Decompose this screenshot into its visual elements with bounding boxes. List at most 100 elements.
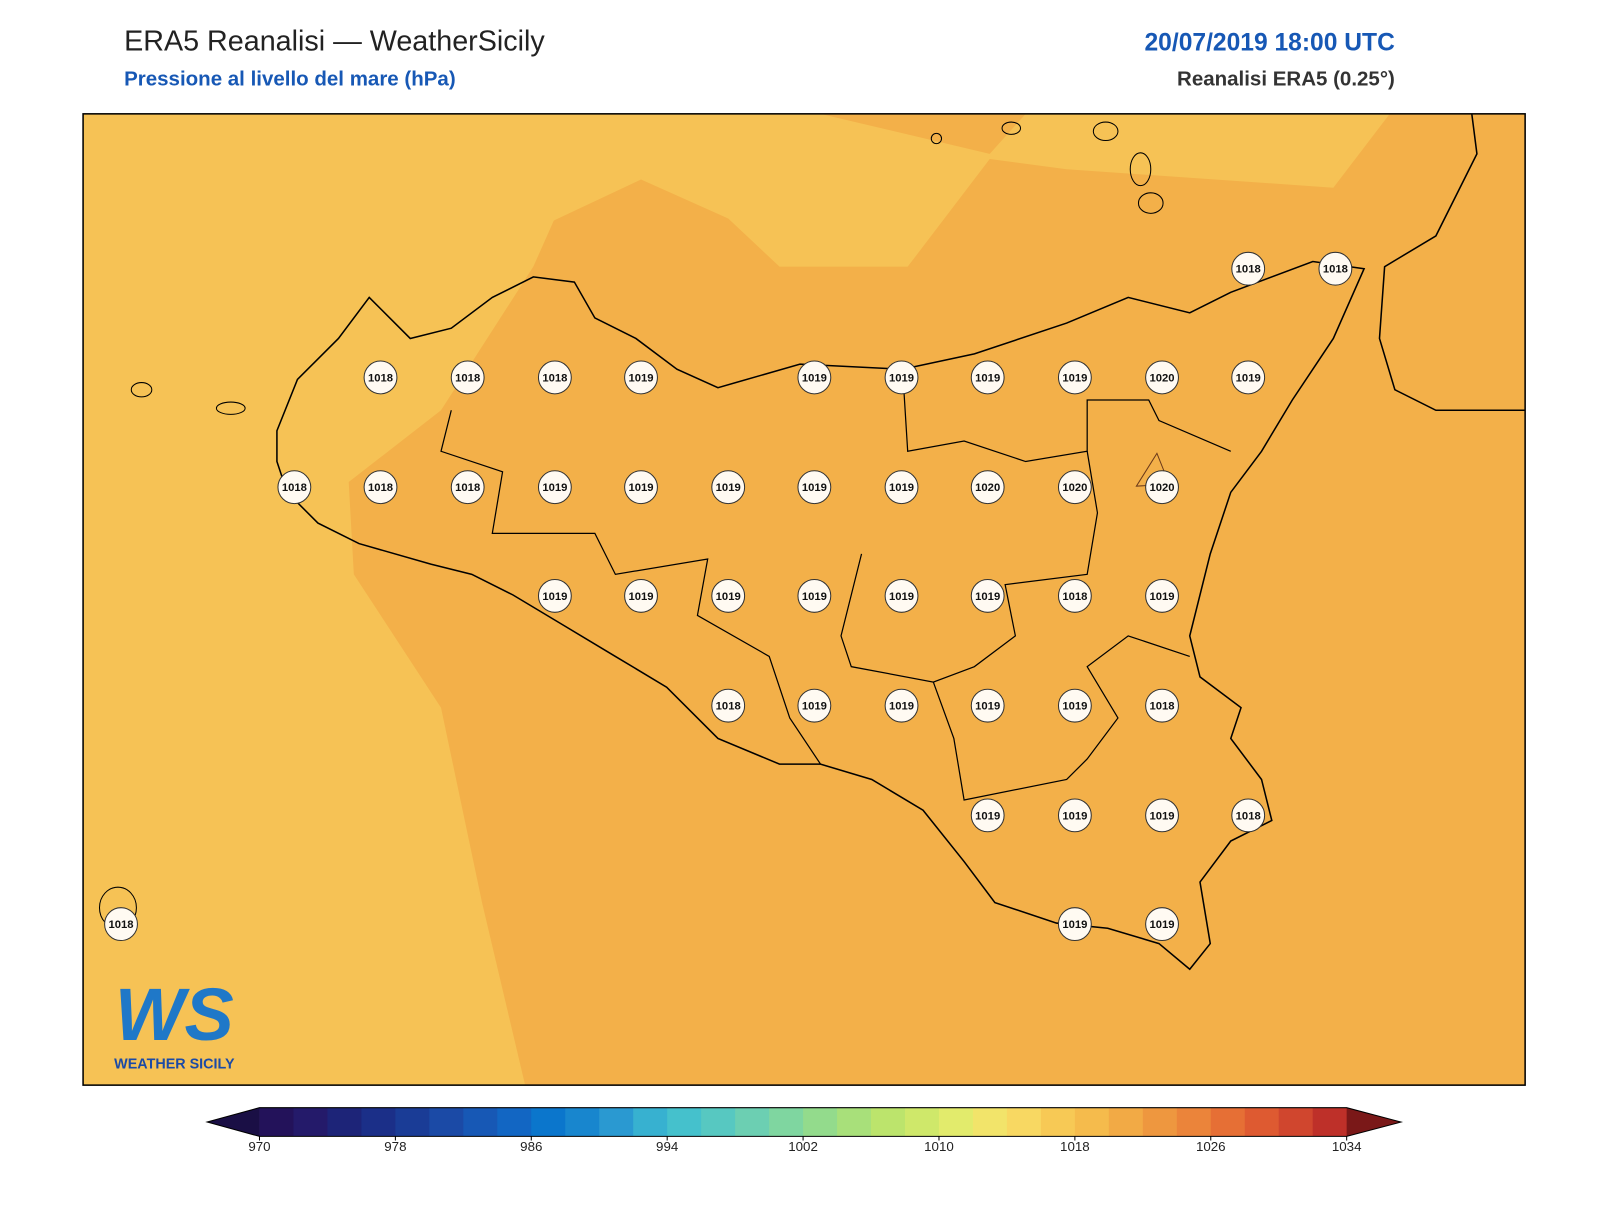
station-value: 1020 bbox=[975, 482, 1000, 494]
colorbar-tick-label: 1026 bbox=[1196, 1139, 1226, 1154]
station-value: 1019 bbox=[975, 810, 1000, 822]
station-marker bbox=[624, 470, 658, 505]
province-borders bbox=[440, 410, 822, 765]
colorbar-segment bbox=[1312, 1107, 1348, 1137]
station-marker bbox=[1145, 798, 1179, 833]
station-value: 1019 bbox=[1150, 810, 1175, 822]
island bbox=[1092, 121, 1119, 142]
station-value: 1019 bbox=[1062, 701, 1087, 713]
colorbar-segment bbox=[1040, 1107, 1076, 1137]
station-marker bbox=[797, 360, 832, 395]
map-frame bbox=[82, 113, 1526, 1086]
station-marker bbox=[884, 688, 919, 723]
calabria-coast bbox=[1378, 113, 1526, 412]
colorbar-segment bbox=[667, 1107, 702, 1137]
station-value: 1020 bbox=[1150, 482, 1175, 494]
stations: 1018 1018 1018 1018 1018 1019 1019 1019 1019 1019… bbox=[104, 251, 1353, 942]
station-marker bbox=[970, 360, 1005, 395]
colorbar-segment bbox=[972, 1107, 1008, 1137]
station-marker bbox=[104, 907, 138, 942]
station-marker bbox=[1057, 360, 1092, 395]
station-marker bbox=[277, 470, 312, 505]
colorbar-segment bbox=[599, 1107, 634, 1137]
colorbar-segment bbox=[735, 1107, 770, 1137]
logo-name: WEATHER SICILY bbox=[114, 1056, 235, 1072]
colorbar-segment bbox=[1142, 1107, 1178, 1137]
colorbar-segment bbox=[531, 1107, 566, 1137]
station-marker bbox=[537, 578, 572, 613]
station-value: 1018 bbox=[1236, 264, 1261, 276]
field-dark-north bbox=[820, 113, 1026, 154]
station-value: 1019 bbox=[542, 482, 567, 494]
station-value: 1018 bbox=[108, 919, 133, 931]
station-marker bbox=[1231, 360, 1266, 395]
station-marker bbox=[884, 470, 919, 505]
colorbar-segment bbox=[871, 1107, 906, 1137]
province-border-4 bbox=[932, 635, 1190, 801]
colorbar-segment bbox=[1108, 1107, 1144, 1137]
station-value: 1018 bbox=[716, 701, 741, 713]
colorbar-segment bbox=[327, 1107, 362, 1137]
station-marker bbox=[537, 470, 572, 505]
station-marker bbox=[1057, 798, 1092, 833]
colorbar-segment bbox=[293, 1107, 328, 1137]
station-marker bbox=[970, 798, 1005, 833]
map-area: 1018 1018 1018 1018 1018 1019 1019 1019 1019 1019… bbox=[83, 113, 1526, 1086]
logo-mark: WS bbox=[115, 973, 234, 1056]
station-value: 1019 bbox=[889, 482, 914, 494]
colorbar-segment bbox=[259, 1107, 294, 1137]
station-value: 1019 bbox=[802, 372, 827, 384]
station-marker bbox=[797, 470, 832, 505]
station-marker bbox=[1145, 470, 1179, 505]
colorbar-tick-label: 994 bbox=[656, 1139, 679, 1154]
colorbar-segment bbox=[395, 1107, 430, 1137]
colorbar-segment bbox=[938, 1107, 974, 1137]
station-value: 1018 bbox=[542, 372, 567, 384]
colorbar-segment bbox=[1210, 1107, 1246, 1137]
station-value: 1019 bbox=[716, 591, 741, 603]
island bbox=[130, 382, 153, 398]
colorbar-segment bbox=[1006, 1107, 1042, 1137]
colorbar-segment bbox=[803, 1107, 838, 1137]
colorbar-over bbox=[1346, 1107, 1402, 1137]
station-marker bbox=[1145, 907, 1179, 942]
station-value: 1019 bbox=[628, 482, 653, 494]
station-value: 1018 bbox=[368, 372, 393, 384]
colorbar-tick-label: 978 bbox=[384, 1139, 406, 1154]
station-marker bbox=[797, 578, 832, 613]
station-value: 1019 bbox=[1150, 919, 1175, 931]
colorbar-tick-label: 1002 bbox=[788, 1139, 818, 1154]
station-marker bbox=[970, 470, 1005, 505]
island bbox=[215, 401, 246, 415]
title: ERA5 Reanalisi — WeatherSicily bbox=[124, 26, 545, 58]
station-marker bbox=[1145, 360, 1179, 395]
station-value: 1019 bbox=[1062, 372, 1087, 384]
station-marker bbox=[970, 578, 1005, 613]
station-marker bbox=[884, 578, 919, 613]
station-value: 1019 bbox=[1062, 919, 1087, 931]
station-marker bbox=[1145, 688, 1179, 723]
colorbar-segment bbox=[633, 1107, 668, 1137]
station-value: 1019 bbox=[1236, 372, 1261, 384]
station-value: 1019 bbox=[802, 482, 827, 494]
station-marker bbox=[711, 470, 746, 505]
colorbar-tick-label: 1018 bbox=[1060, 1139, 1090, 1154]
colorbar-tick-label: 1010 bbox=[924, 1139, 954, 1154]
station-marker bbox=[1145, 578, 1179, 613]
colorbar-segment bbox=[1278, 1107, 1314, 1137]
station-marker bbox=[363, 470, 398, 505]
subtitle: Pressione al livello del mare (hPa) bbox=[124, 67, 456, 90]
colorbar-segment bbox=[361, 1107, 396, 1137]
island bbox=[1137, 192, 1164, 214]
station-marker bbox=[363, 360, 398, 395]
station-marker bbox=[450, 360, 485, 395]
island bbox=[930, 132, 943, 145]
station-marker bbox=[450, 470, 485, 505]
sicily-coast bbox=[276, 260, 1366, 971]
station-marker bbox=[797, 688, 832, 723]
datetime: 20/07/2019 18:00 UTC bbox=[1144, 30, 1395, 57]
station-value: 1019 bbox=[1062, 810, 1087, 822]
station-marker bbox=[1231, 251, 1266, 286]
station-marker bbox=[624, 360, 658, 395]
